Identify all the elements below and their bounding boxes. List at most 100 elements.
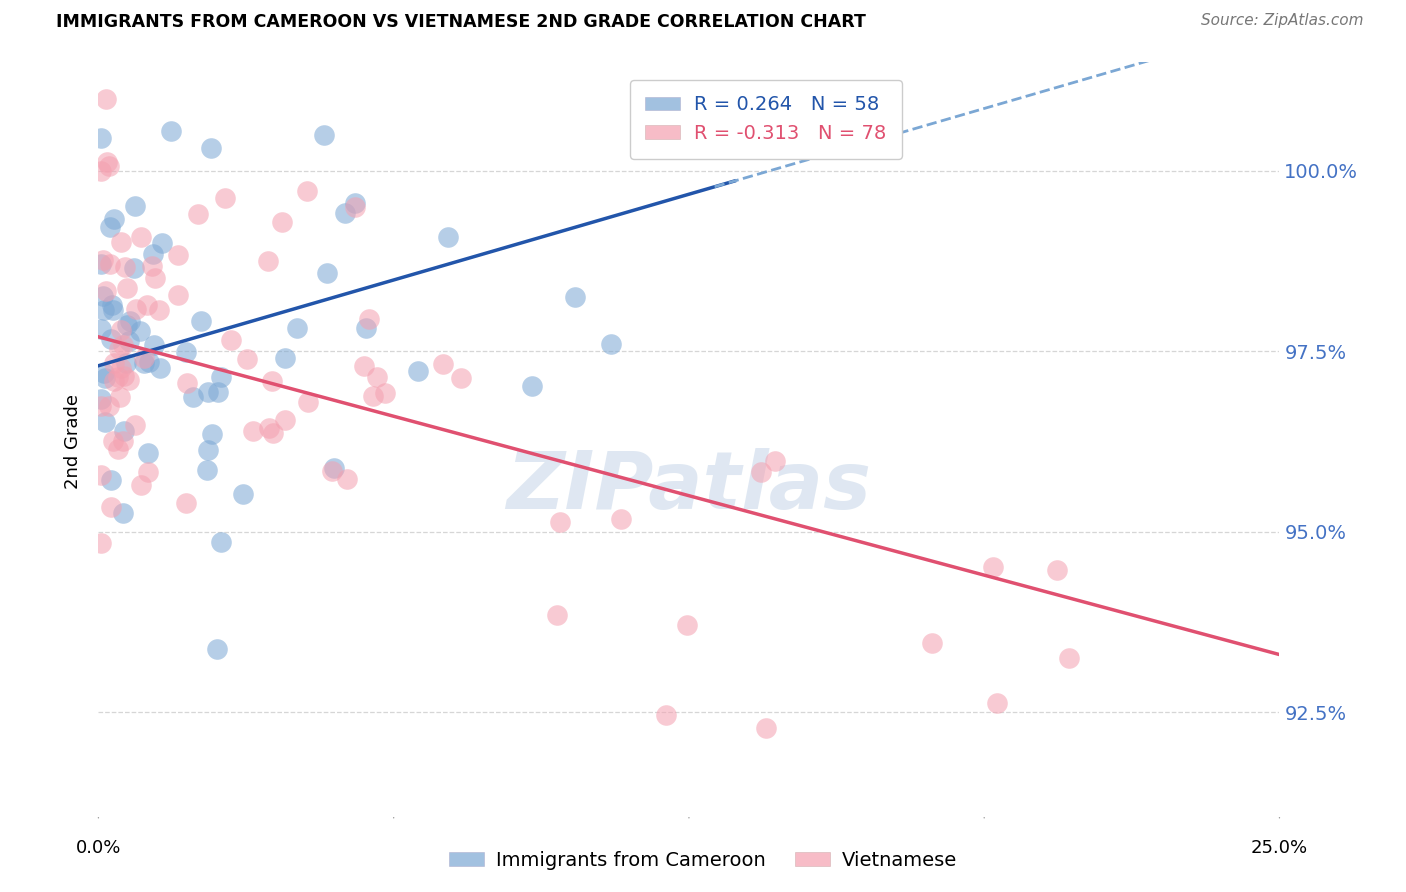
Point [197,443,219,458]
Point [129,230,152,244]
Point [357,312,380,326]
Point [181,390,204,404]
Text: Source: ZipAtlas.com: Source: ZipAtlas.com [1201,13,1364,29]
Point [260,374,283,388]
Point [138,446,160,460]
Point [100,332,122,346]
Point [273,413,295,427]
Point [201,426,224,441]
Point [550,516,572,530]
Point [271,214,294,228]
Point [274,351,297,365]
Point [90,257,112,271]
Point [167,248,190,262]
Point [200,141,222,155]
Point [755,721,778,735]
Point [98,399,121,413]
Point [94,371,117,385]
Point [257,253,280,268]
Point [96,155,118,169]
Point [749,465,772,479]
Point [103,211,125,226]
Legend: Immigrants from Cameroon, Vietnamese: Immigrants from Cameroon, Vietnamese [441,843,965,878]
Point [763,454,786,468]
Point [142,247,165,261]
Point [91,252,114,267]
Point [124,417,146,432]
Point [90,468,112,483]
Point [93,303,115,318]
Point [450,371,472,385]
Point [366,370,388,384]
Point [149,361,172,376]
Point [174,496,197,510]
Point [221,333,243,347]
Point [98,220,121,235]
Point [103,302,125,317]
Point [197,384,219,399]
Point [118,314,141,328]
Point [117,318,139,332]
Point [134,356,156,370]
Point [107,442,129,456]
Point [437,229,460,244]
Point [90,536,112,550]
Point [353,359,375,374]
Point [111,434,134,448]
Point [110,323,132,337]
Point [236,351,259,366]
Point [321,464,343,478]
Text: 0.0%: 0.0% [76,838,121,856]
Point [118,334,141,348]
Point [90,392,112,406]
Point [90,131,112,145]
Point [152,236,174,251]
Point [655,708,678,723]
Point [115,356,138,370]
Point [103,434,125,448]
Point [981,560,1004,574]
Point [1057,651,1080,665]
Point [124,199,146,213]
Point [90,164,112,178]
Legend: R = 0.264   N = 58, R = -0.313   N = 78: R = 0.264 N = 58, R = -0.313 N = 78 [630,79,901,159]
Point [112,424,135,438]
Point [108,342,131,356]
Point [110,360,132,375]
Point [125,301,148,316]
Point [610,512,633,526]
Point [187,207,209,221]
Point [262,426,284,441]
Point [143,271,166,285]
Point [107,369,129,384]
Point [129,324,152,338]
Point [138,354,160,368]
Point [297,184,319,198]
Point [90,399,112,413]
Point [522,379,544,393]
Point [322,461,344,475]
Point [100,500,122,514]
Point [336,471,359,485]
Point [343,201,366,215]
Point [114,260,136,274]
Point [135,298,157,312]
Point [118,373,141,387]
Point [174,345,197,359]
Point [115,281,138,295]
Point [111,506,134,520]
Point [101,298,124,312]
Point [97,159,120,173]
Point [564,290,586,304]
Point [335,206,357,220]
Point [315,266,337,280]
Point [90,322,112,336]
Point [166,287,188,301]
Point [344,196,367,211]
Y-axis label: 2nd Grade: 2nd Grade [65,394,83,489]
Point [98,257,121,271]
Point [986,696,1008,710]
Point [232,487,254,501]
Point [110,235,132,250]
Point [214,191,236,205]
